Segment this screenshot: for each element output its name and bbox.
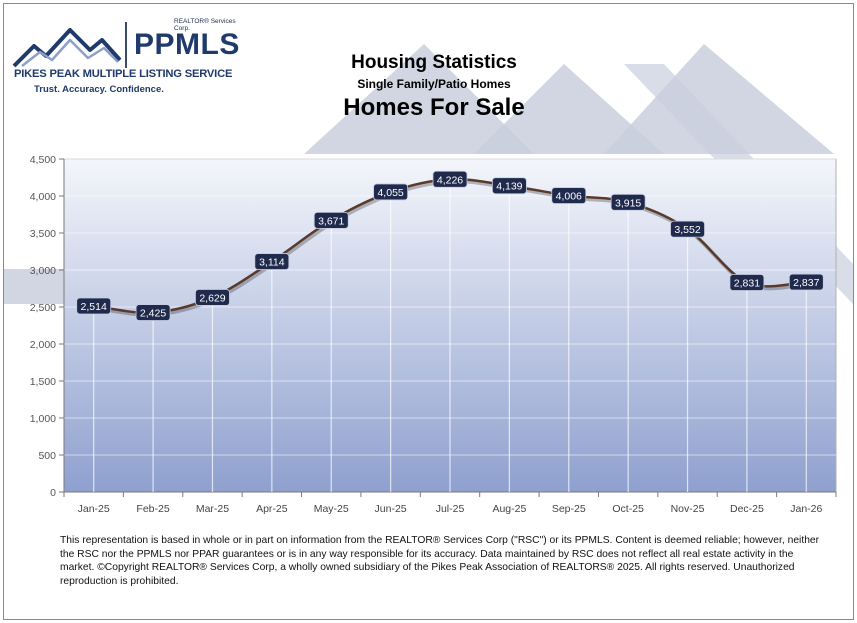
x-tick-label: Jan-25 xyxy=(78,503,110,515)
logo-tagline: Trust. Accuracy. Confidence. xyxy=(34,84,164,95)
data-label-box xyxy=(195,289,230,306)
data-label-text: 4,226 xyxy=(437,174,463,186)
data-label-box xyxy=(491,177,527,195)
data-label-box xyxy=(313,211,349,229)
data-label-text: 4,055 xyxy=(377,187,403,199)
x-tick-label: Jun-25 xyxy=(375,503,407,515)
y-tick-label: 4,000 xyxy=(30,191,56,203)
data-label-box xyxy=(76,297,112,315)
data-label: 4,226 xyxy=(432,170,468,188)
data-label: 2,629 xyxy=(195,289,230,306)
data-label-text: 2,831 xyxy=(734,278,760,290)
logo-divider xyxy=(125,22,127,68)
x-tick-label: Aug-25 xyxy=(492,503,526,515)
data-label-text: 2,425 xyxy=(140,308,166,320)
data-label-text: 3,671 xyxy=(318,215,344,227)
chart-subtitle: Single Family/Patio Homes xyxy=(357,77,511,91)
y-tick-label: 3,500 xyxy=(30,228,56,240)
data-label: 2,425 xyxy=(135,304,171,321)
data-label-text: 3,114 xyxy=(259,257,285,269)
y-axis: 0 500 1,000 1,500 2,000 2,500 3,000 3,500 4,000 4… xyxy=(30,154,65,499)
data-label-box xyxy=(670,220,705,238)
x-tick-label: Dec-25 xyxy=(730,503,764,515)
x-tick-label: Apr-25 xyxy=(256,503,288,515)
x-tick-label: Sep-25 xyxy=(552,503,586,515)
data-label-text: 2,837 xyxy=(793,277,819,289)
x-tick-label: Feb-25 xyxy=(136,503,169,515)
data-label-text: 2,629 xyxy=(199,292,225,304)
data-label: 2,831 xyxy=(729,274,765,291)
disclaimer-text: This representation is based in whole or… xyxy=(60,535,820,587)
data-label: 3,915 xyxy=(610,193,646,211)
chart-main-title: Homes For Sale xyxy=(343,94,525,121)
mountain-logo-icon xyxy=(12,28,122,68)
data-label: 2,514 xyxy=(76,297,112,315)
logo-abbrev: PPMLS xyxy=(134,28,240,61)
y-tick-label: 500 xyxy=(38,450,56,462)
data-label: 4,139 xyxy=(491,177,527,195)
data-label-text: 4,139 xyxy=(496,181,522,193)
data-label-text: 2,514 xyxy=(81,301,107,313)
x-tick-label: Jul-25 xyxy=(436,503,465,515)
data-label-box xyxy=(135,304,171,321)
data-label-text: 3,915 xyxy=(615,197,641,209)
ppmls-logo: REALTOR® Services Corp. PPMLS PIKES PEAK… xyxy=(12,14,242,96)
line-chart: 0 500 1,000 1,500 2,000 2,500 3,000 3,500 4,000 4… xyxy=(30,154,837,515)
data-label-box xyxy=(254,253,290,270)
y-tick-label: 0 xyxy=(50,487,56,499)
data-labels: 2,514 2,425 2,629 3,114 3,671 4,055 4,226 4,139… xyxy=(76,170,824,321)
logo-full-name: PIKES PEAK MULTIPLE LISTING SERVICE xyxy=(14,68,233,80)
x-tick-label: Mar-25 xyxy=(196,503,229,515)
report-frame: REALTOR® Services Corp. PPMLS PIKES PEAK… xyxy=(3,3,854,620)
y-tick-label: 2,000 xyxy=(30,339,56,351)
data-label: 3,114 xyxy=(254,253,290,270)
data-label: 4,055 xyxy=(373,183,409,201)
data-label-box xyxy=(432,170,468,188)
x-tick-label: Jan-26 xyxy=(790,503,822,515)
logo-corp: REALTOR® Services Corp. xyxy=(174,18,236,32)
x-axis: Jan-25 Feb-25 Mar-25 Apr-25 May-25 Jun-25 Jul-… xyxy=(63,491,837,515)
data-label: 4,006 xyxy=(551,187,587,204)
data-label: 2,837 xyxy=(788,273,824,291)
data-label: 3,671 xyxy=(313,211,349,229)
y-tick-label: 1,500 xyxy=(30,376,56,388)
data-label-text: 3,552 xyxy=(674,224,700,236)
data-label-box xyxy=(610,193,646,211)
data-label-box xyxy=(788,273,824,291)
data-label: 3,552 xyxy=(670,220,705,238)
data-label-box xyxy=(729,274,765,291)
x-tick-label: Nov-25 xyxy=(671,503,705,515)
x-tick-label: Oct-25 xyxy=(612,503,644,515)
y-tick-label: 2,500 xyxy=(30,302,56,314)
y-tick-label: 4,500 xyxy=(30,154,56,166)
data-label-box xyxy=(373,183,409,201)
y-tick-label: 1,000 xyxy=(30,413,56,425)
y-tick-label: 3,000 xyxy=(30,265,56,277)
chart-title: Housing Statistics xyxy=(351,52,517,73)
x-tick-label: May-25 xyxy=(314,503,349,515)
drop-lines xyxy=(93,179,807,492)
data-label-box xyxy=(551,187,587,204)
data-label-text: 4,006 xyxy=(556,191,582,203)
chart-titles: Housing Statistics Single Family/Patio H… xyxy=(264,52,604,122)
